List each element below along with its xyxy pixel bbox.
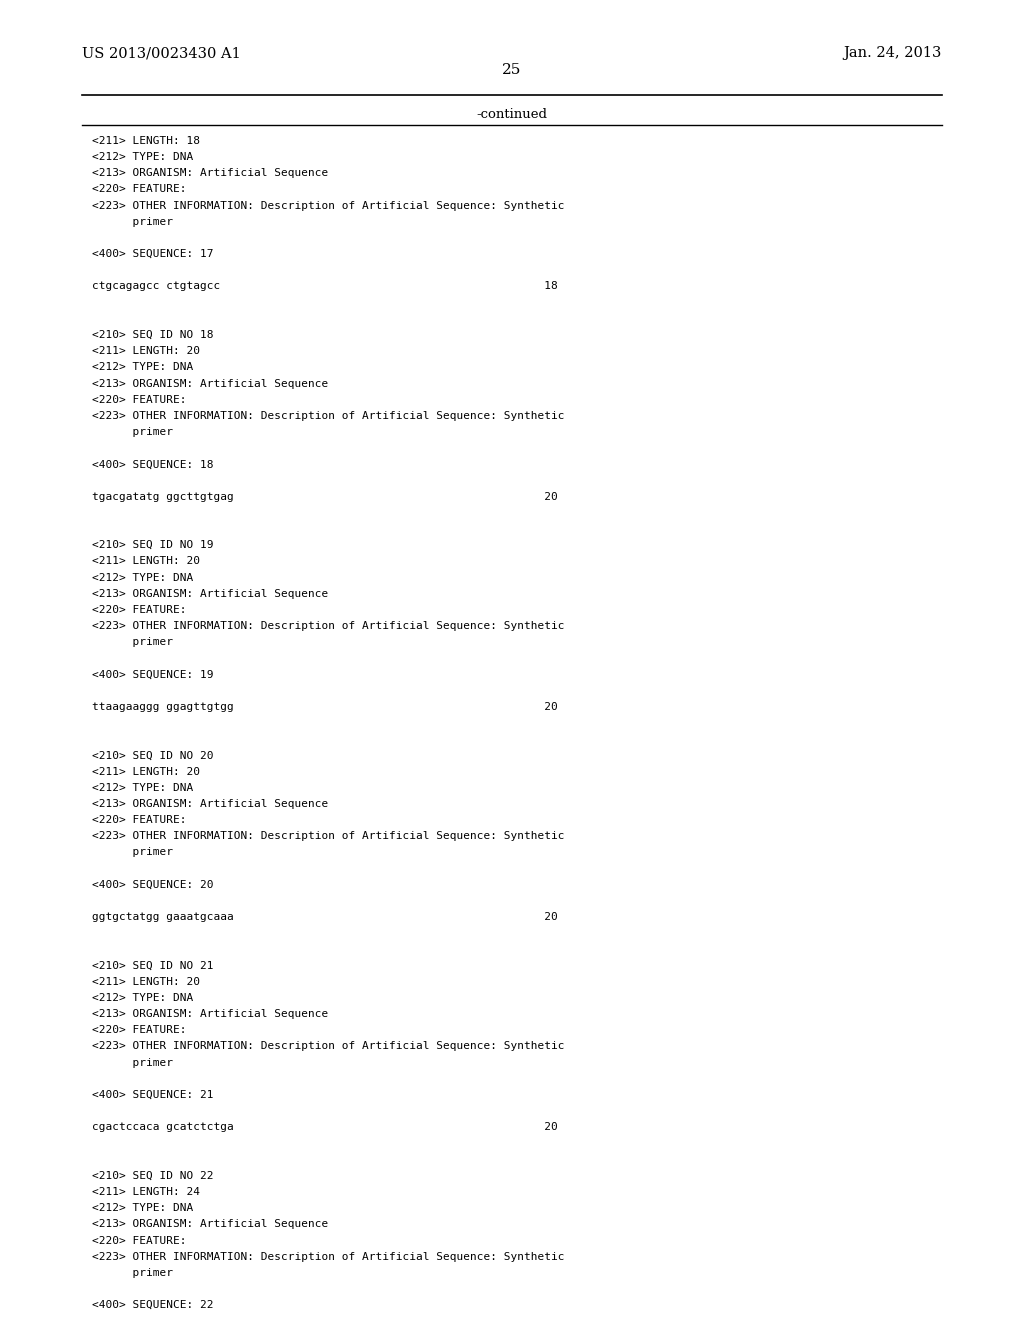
Text: <220> FEATURE:: <220> FEATURE:	[92, 605, 186, 615]
Text: ttaagaaggg ggagttgtgg                                              20: ttaagaaggg ggagttgtgg 20	[92, 702, 558, 711]
Text: <223> OTHER INFORMATION: Description of Artificial Sequence: Synthetic: <223> OTHER INFORMATION: Description of …	[92, 201, 564, 211]
Text: <220> FEATURE:: <220> FEATURE:	[92, 1026, 186, 1035]
Text: ctgcagagcc ctgtagcc                                                18: ctgcagagcc ctgtagcc 18	[92, 281, 558, 292]
Text: US 2013/0023430 A1: US 2013/0023430 A1	[82, 46, 241, 61]
Text: <223> OTHER INFORMATION: Description of Artificial Sequence: Synthetic: <223> OTHER INFORMATION: Description of …	[92, 620, 564, 631]
Text: <400> SEQUENCE: 20: <400> SEQUENCE: 20	[92, 879, 214, 890]
Text: <213> ORGANISM: Artificial Sequence: <213> ORGANISM: Artificial Sequence	[92, 379, 329, 388]
Text: -continued: -continued	[476, 108, 548, 121]
Text: <211> LENGTH: 20: <211> LENGTH: 20	[92, 346, 200, 356]
Text: primer: primer	[92, 847, 173, 858]
Text: <212> TYPE: DNA: <212> TYPE: DNA	[92, 573, 194, 582]
Text: 25: 25	[503, 63, 521, 78]
Text: primer: primer	[92, 1057, 173, 1068]
Text: <211> LENGTH: 20: <211> LENGTH: 20	[92, 767, 200, 776]
Text: primer: primer	[92, 428, 173, 437]
Text: primer: primer	[92, 638, 173, 647]
Text: <210> SEQ ID NO 20: <210> SEQ ID NO 20	[92, 750, 214, 760]
Text: <211> LENGTH: 20: <211> LENGTH: 20	[92, 557, 200, 566]
Text: <212> TYPE: DNA: <212> TYPE: DNA	[92, 993, 194, 1003]
Text: primer: primer	[92, 216, 173, 227]
Text: <400> SEQUENCE: 18: <400> SEQUENCE: 18	[92, 459, 214, 470]
Text: <210> SEQ ID NO 18: <210> SEQ ID NO 18	[92, 330, 214, 341]
Text: primer: primer	[92, 1267, 173, 1278]
Text: <220> FEATURE:: <220> FEATURE:	[92, 395, 186, 405]
Text: <212> TYPE: DNA: <212> TYPE: DNA	[92, 1204, 194, 1213]
Text: <220> FEATURE:: <220> FEATURE:	[92, 816, 186, 825]
Text: <223> OTHER INFORMATION: Description of Artificial Sequence: Synthetic: <223> OTHER INFORMATION: Description of …	[92, 1251, 564, 1262]
Text: <400> SEQUENCE: 19: <400> SEQUENCE: 19	[92, 669, 214, 680]
Text: <220> FEATURE:: <220> FEATURE:	[92, 185, 186, 194]
Text: cgactccaca gcatctctga                                              20: cgactccaca gcatctctga 20	[92, 1122, 558, 1133]
Text: <213> ORGANISM: Artificial Sequence: <213> ORGANISM: Artificial Sequence	[92, 589, 329, 599]
Text: <223> OTHER INFORMATION: Description of Artificial Sequence: Synthetic: <223> OTHER INFORMATION: Description of …	[92, 411, 564, 421]
Text: <212> TYPE: DNA: <212> TYPE: DNA	[92, 362, 194, 372]
Text: <211> LENGTH: 20: <211> LENGTH: 20	[92, 977, 200, 987]
Text: <213> ORGANISM: Artificial Sequence: <213> ORGANISM: Artificial Sequence	[92, 168, 329, 178]
Text: <223> OTHER INFORMATION: Description of Artificial Sequence: Synthetic: <223> OTHER INFORMATION: Description of …	[92, 832, 564, 841]
Text: <210> SEQ ID NO 22: <210> SEQ ID NO 22	[92, 1171, 214, 1181]
Text: <210> SEQ ID NO 21: <210> SEQ ID NO 21	[92, 961, 214, 970]
Text: ggtgctatgg gaaatgcaaa                                              20: ggtgctatgg gaaatgcaaa 20	[92, 912, 558, 923]
Text: <211> LENGTH: 18: <211> LENGTH: 18	[92, 136, 200, 147]
Text: <213> ORGANISM: Artificial Sequence: <213> ORGANISM: Artificial Sequence	[92, 1008, 329, 1019]
Text: <213> ORGANISM: Artificial Sequence: <213> ORGANISM: Artificial Sequence	[92, 799, 329, 809]
Text: <223> OTHER INFORMATION: Description of Artificial Sequence: Synthetic: <223> OTHER INFORMATION: Description of …	[92, 1041, 564, 1052]
Text: <212> TYPE: DNA: <212> TYPE: DNA	[92, 783, 194, 793]
Text: tgacgatatg ggcttgtgag                                              20: tgacgatatg ggcttgtgag 20	[92, 492, 558, 502]
Text: Jan. 24, 2013: Jan. 24, 2013	[844, 46, 942, 61]
Text: <213> ORGANISM: Artificial Sequence: <213> ORGANISM: Artificial Sequence	[92, 1220, 329, 1229]
Text: <210> SEQ ID NO 19: <210> SEQ ID NO 19	[92, 540, 214, 550]
Text: <400> SEQUENCE: 22: <400> SEQUENCE: 22	[92, 1300, 214, 1311]
Text: <400> SEQUENCE: 21: <400> SEQUENCE: 21	[92, 1090, 214, 1100]
Text: <211> LENGTH: 24: <211> LENGTH: 24	[92, 1187, 200, 1197]
Text: <220> FEATURE:: <220> FEATURE:	[92, 1236, 186, 1246]
Text: <400> SEQUENCE: 17: <400> SEQUENCE: 17	[92, 249, 214, 259]
Text: <212> TYPE: DNA: <212> TYPE: DNA	[92, 152, 194, 162]
